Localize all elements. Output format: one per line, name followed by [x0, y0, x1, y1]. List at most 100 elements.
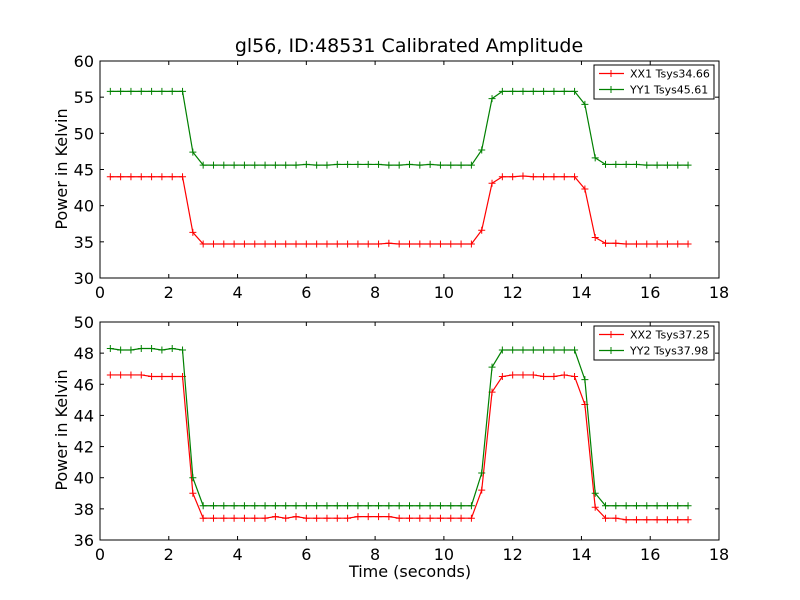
series-point-xx1 — [416, 240, 424, 248]
series-point-xx2 — [467, 514, 475, 522]
series-point-yy2 — [643, 502, 651, 510]
series-point-yy2 — [168, 344, 176, 352]
series-point-yy1 — [488, 95, 496, 103]
lower-y-tick-label: 38 — [74, 500, 94, 519]
series-point-xx1 — [137, 173, 145, 181]
series-point-yy1 — [416, 161, 424, 169]
legend-label-xx1: XX1 Tsys34.66 — [630, 68, 710, 81]
series-point-xx2 — [612, 514, 620, 522]
series-point-xx2 — [509, 371, 517, 379]
series-point-xx2 — [436, 514, 444, 522]
series-point-yy2 — [106, 344, 114, 352]
lower-x-tick-label: 6 — [301, 545, 311, 564]
series-point-yy2 — [436, 502, 444, 510]
series-point-yy1 — [117, 87, 125, 95]
series-point-yy1 — [406, 160, 413, 168]
series-point-yy2 — [375, 502, 383, 510]
series-point-yy2 — [478, 469, 486, 477]
series-point-yy1 — [220, 161, 228, 169]
series-point-yy2 — [282, 502, 290, 510]
lower-x-tick-label: 18 — [709, 545, 729, 564]
upper-x-tick-label: 16 — [640, 283, 660, 302]
series-point-xx2 — [323, 514, 331, 522]
series-point-yy1 — [385, 161, 393, 169]
series-point-xx2 — [674, 516, 682, 524]
series-point-xx2 — [498, 373, 506, 380]
series-point-yy1 — [478, 146, 486, 154]
series-point-xx2 — [519, 371, 527, 379]
series-point-yy2 — [581, 376, 589, 384]
series-point-xx2 — [653, 516, 661, 524]
series-point-yy2 — [354, 502, 362, 510]
series-point-xx2 — [416, 514, 424, 522]
series-point-xx1 — [106, 173, 114, 181]
series-point-xx2 — [302, 514, 310, 522]
series-point-xx1 — [643, 240, 651, 248]
lower-y-tick-label: 46 — [74, 375, 94, 394]
series-point-xx2 — [684, 516, 692, 524]
series-point-xx2 — [344, 514, 352, 522]
upper-legend-entry-yy1: YY1 Tsys45.61 — [599, 84, 708, 97]
series-point-xx1 — [478, 226, 486, 234]
x-axis-label: Time (seconds) — [348, 562, 471, 581]
series-point-yy1 — [179, 87, 187, 95]
series-point-yy2 — [199, 502, 207, 510]
series-point-xx2 — [117, 371, 125, 379]
series-point-xx1 — [663, 240, 671, 248]
series-point-yy2 — [395, 502, 403, 510]
series-point-yy1 — [251, 161, 259, 169]
series-point-yy1 — [106, 87, 114, 95]
series-point-xx1 — [220, 240, 228, 248]
series-point-xx1 — [550, 173, 558, 181]
series-point-yy2 — [323, 502, 331, 510]
series-point-yy1 — [447, 161, 455, 169]
series-point-yy1 — [560, 87, 568, 95]
series-point-yy2 — [550, 346, 558, 354]
upper-plot-area: 0 2 4 6 8 10 12 14 16 18 30 35 40 45 50 55 60 — [74, 52, 730, 302]
series-point-yy1 — [540, 87, 548, 95]
series-point-xx2 — [292, 513, 300, 521]
series-point-xx1 — [612, 239, 620, 247]
series-point-yy1 — [302, 160, 310, 168]
series-point-xx1 — [467, 240, 475, 248]
series-point-xx1 — [509, 173, 517, 181]
lower-x-tick-label: 4 — [232, 545, 242, 564]
series-point-yy1 — [261, 161, 269, 169]
series-point-yy1 — [209, 161, 217, 169]
series-point-yy2 — [158, 346, 166, 354]
series-point-xx2 — [540, 373, 548, 380]
series-point-xx1 — [292, 240, 300, 248]
series-point-yy2 — [663, 502, 671, 510]
lower-x-tick-label: 16 — [640, 545, 660, 564]
series-point-yy1 — [313, 161, 321, 169]
series-point-xx2 — [426, 514, 434, 522]
series-point-xx2 — [571, 373, 579, 380]
series-point-yy1 — [591, 154, 599, 162]
series-point-xx1 — [632, 240, 640, 248]
series-point-xx1 — [375, 240, 383, 248]
series-point-xx2 — [385, 513, 393, 521]
series-point-yy1 — [632, 160, 640, 168]
series-point-xx1 — [148, 173, 156, 181]
series-point-yy1 — [189, 148, 197, 156]
series-point-xx2 — [406, 514, 413, 522]
series-point-xx2 — [240, 514, 248, 522]
lower-y-tick-label: 40 — [74, 469, 94, 488]
series-point-xx1 — [395, 240, 403, 248]
series-point-xx2 — [663, 516, 671, 524]
series-point-xx2 — [395, 514, 403, 522]
series-point-xx1 — [302, 240, 310, 248]
series-point-xx2 — [333, 514, 341, 522]
series-point-xx1 — [117, 173, 125, 181]
series-point-xx2 — [591, 503, 599, 511]
series-point-xx2 — [189, 489, 197, 497]
series-point-yy2 — [220, 502, 228, 510]
series-point-yy2 — [622, 502, 630, 510]
series-point-yy2 — [632, 502, 640, 510]
series-point-xx2 — [643, 516, 651, 524]
series-point-xx1 — [230, 240, 238, 248]
series-point-xx1 — [488, 179, 496, 187]
series-point-yy1 — [457, 161, 465, 169]
series-point-yy1 — [375, 160, 383, 168]
